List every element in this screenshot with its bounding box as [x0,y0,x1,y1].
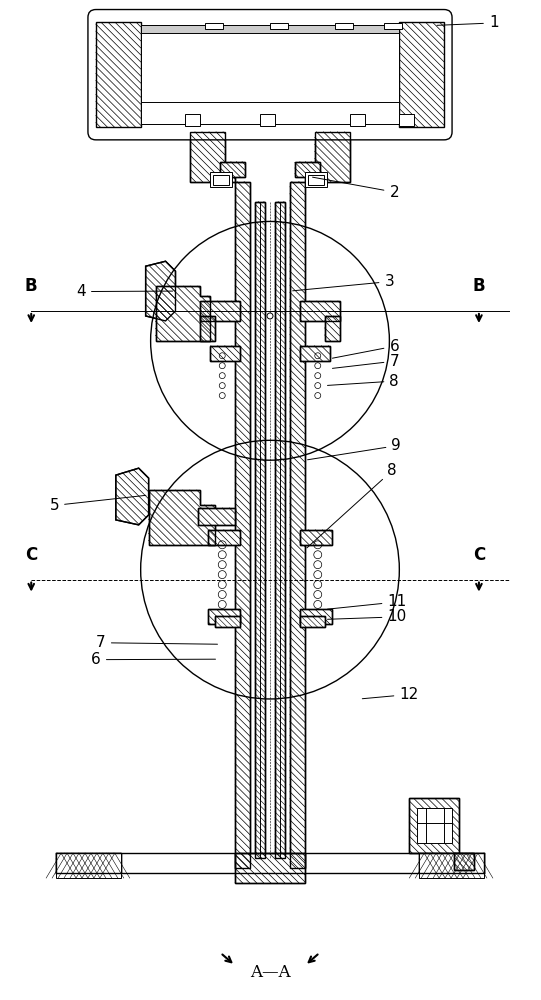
Polygon shape [156,286,210,341]
Polygon shape [399,22,444,127]
Polygon shape [200,316,215,341]
Polygon shape [208,530,240,545]
Polygon shape [199,508,235,525]
Text: 8: 8 [327,374,399,389]
Bar [141,25,399,33]
Polygon shape [56,853,121,878]
FancyBboxPatch shape [88,10,452,140]
Bar [399,114,414,126]
Text: 7: 7 [96,635,217,650]
Text: 6: 6 [332,339,399,358]
Bar [305,172,327,187]
Text: 8: 8 [307,463,397,548]
Text: A—A: A—A [250,964,291,981]
Polygon shape [190,132,235,182]
Polygon shape [454,853,474,870]
Polygon shape [235,182,250,868]
Text: 12: 12 [362,687,419,702]
Polygon shape [305,132,349,182]
Polygon shape [215,616,240,627]
Text: C: C [473,546,485,564]
Polygon shape [295,162,320,177]
Text: 7: 7 [333,354,399,369]
Text: 3: 3 [293,274,394,291]
Text: 4: 4 [76,284,173,299]
Text: 11: 11 [327,594,407,609]
Polygon shape [208,609,240,624]
Text: 6: 6 [91,652,215,667]
Text: B: B [473,277,485,295]
Circle shape [267,313,273,319]
Polygon shape [275,202,285,858]
Polygon shape [300,616,325,627]
Polygon shape [116,468,149,525]
Polygon shape [300,301,340,321]
Bar [349,114,365,126]
Polygon shape [210,346,240,361]
Polygon shape [410,798,459,853]
Text: 9: 9 [308,438,401,460]
Polygon shape [96,22,141,127]
Polygon shape [300,346,329,361]
Bar [206,23,223,29]
Text: C: C [25,546,37,564]
Polygon shape [419,853,484,878]
Bar [141,102,399,124]
Polygon shape [290,182,305,868]
Text: B: B [25,277,37,295]
Bar [335,23,353,29]
Polygon shape [149,490,215,545]
Polygon shape [220,162,245,177]
Polygon shape [200,301,240,321]
Polygon shape [56,853,121,873]
Bar [385,23,403,29]
Polygon shape [146,261,175,321]
Bar [260,114,275,126]
Bar [186,114,200,126]
Bar [308,175,324,185]
Polygon shape [235,853,305,883]
Bar [210,172,232,187]
Polygon shape [300,530,332,545]
Polygon shape [325,316,340,341]
Text: 1: 1 [437,15,498,30]
Polygon shape [300,609,332,624]
Polygon shape [419,853,484,873]
Text: 5: 5 [49,495,146,513]
Polygon shape [255,202,265,858]
Bar [213,175,229,185]
Text: 10: 10 [327,609,407,624]
Bar [417,808,452,843]
Bar [270,23,288,29]
Text: 2: 2 [313,177,399,200]
Bar [141,25,399,124]
